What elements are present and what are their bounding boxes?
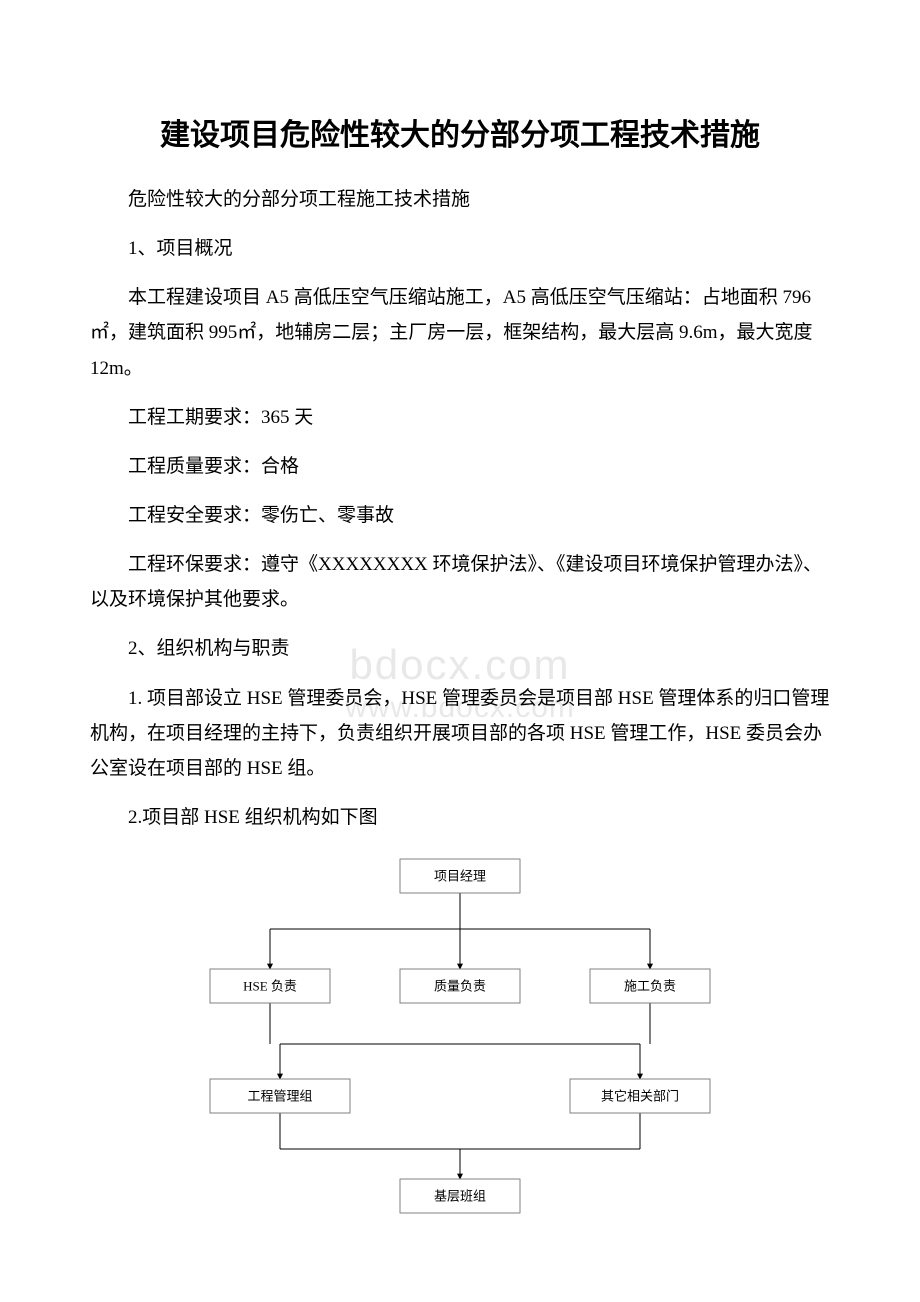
svg-text:工程管理组: 工程管理组 <box>247 1089 312 1104</box>
page-title: 建设项目危险性较大的分部分项工程技术措施 <box>90 110 830 154</box>
orgchart-svg: 项目经理 HSE 负责 质量负责 施工负责工程管理组 其它相关部门基层班组 <box>190 849 730 1219</box>
svg-text:HSE 负责: HSE 负责 <box>243 979 297 994</box>
para-safety: 工程安全要求：零伤亡、零事故 <box>90 498 830 533</box>
para-subtitle: 危险性较大的分部分项工程施工技术措施 <box>90 182 830 217</box>
svg-text:施工负责: 施工负责 <box>624 979 676 994</box>
para-environment: 工程环保要求：遵守《XXXXXXXX 环境保护法》、《建设项目环境保护管理办法》… <box>90 547 830 617</box>
para-section-1: 1、项目概况 <box>90 231 830 266</box>
para-orgchart-intro: 2.项目部 HSE 组织机构如下图 <box>90 800 830 835</box>
para-quality: 工程质量要求：合格 <box>90 449 830 484</box>
para-duration: 工程工期要求：365 天 <box>90 400 830 435</box>
para-hse-committee: 1. 项目部设立 HSE 管理委员会，HSE 管理委员会是项目部 HSE 管理体… <box>90 681 830 786</box>
para-overview: 本工程建设项目 A5 高低压空气压缩站施工，A5 高低压空气压缩站：占地面积 7… <box>90 280 830 385</box>
svg-text:其它相关部门: 其它相关部门 <box>601 1089 679 1104</box>
svg-text:基层班组: 基层班组 <box>434 1189 486 1204</box>
svg-text:质量负责: 质量负责 <box>434 979 486 994</box>
document-content: 建设项目危险性较大的分部分项工程技术措施 危险性较大的分部分项工程施工技术措施 … <box>90 110 830 1219</box>
svg-text:项目经理: 项目经理 <box>434 869 486 884</box>
para-section-2: 2、组织机构与职责 <box>90 631 830 666</box>
orgchart-container: 项目经理 HSE 负责 质量负责 施工负责工程管理组 其它相关部门基层班组 <box>90 849 830 1219</box>
